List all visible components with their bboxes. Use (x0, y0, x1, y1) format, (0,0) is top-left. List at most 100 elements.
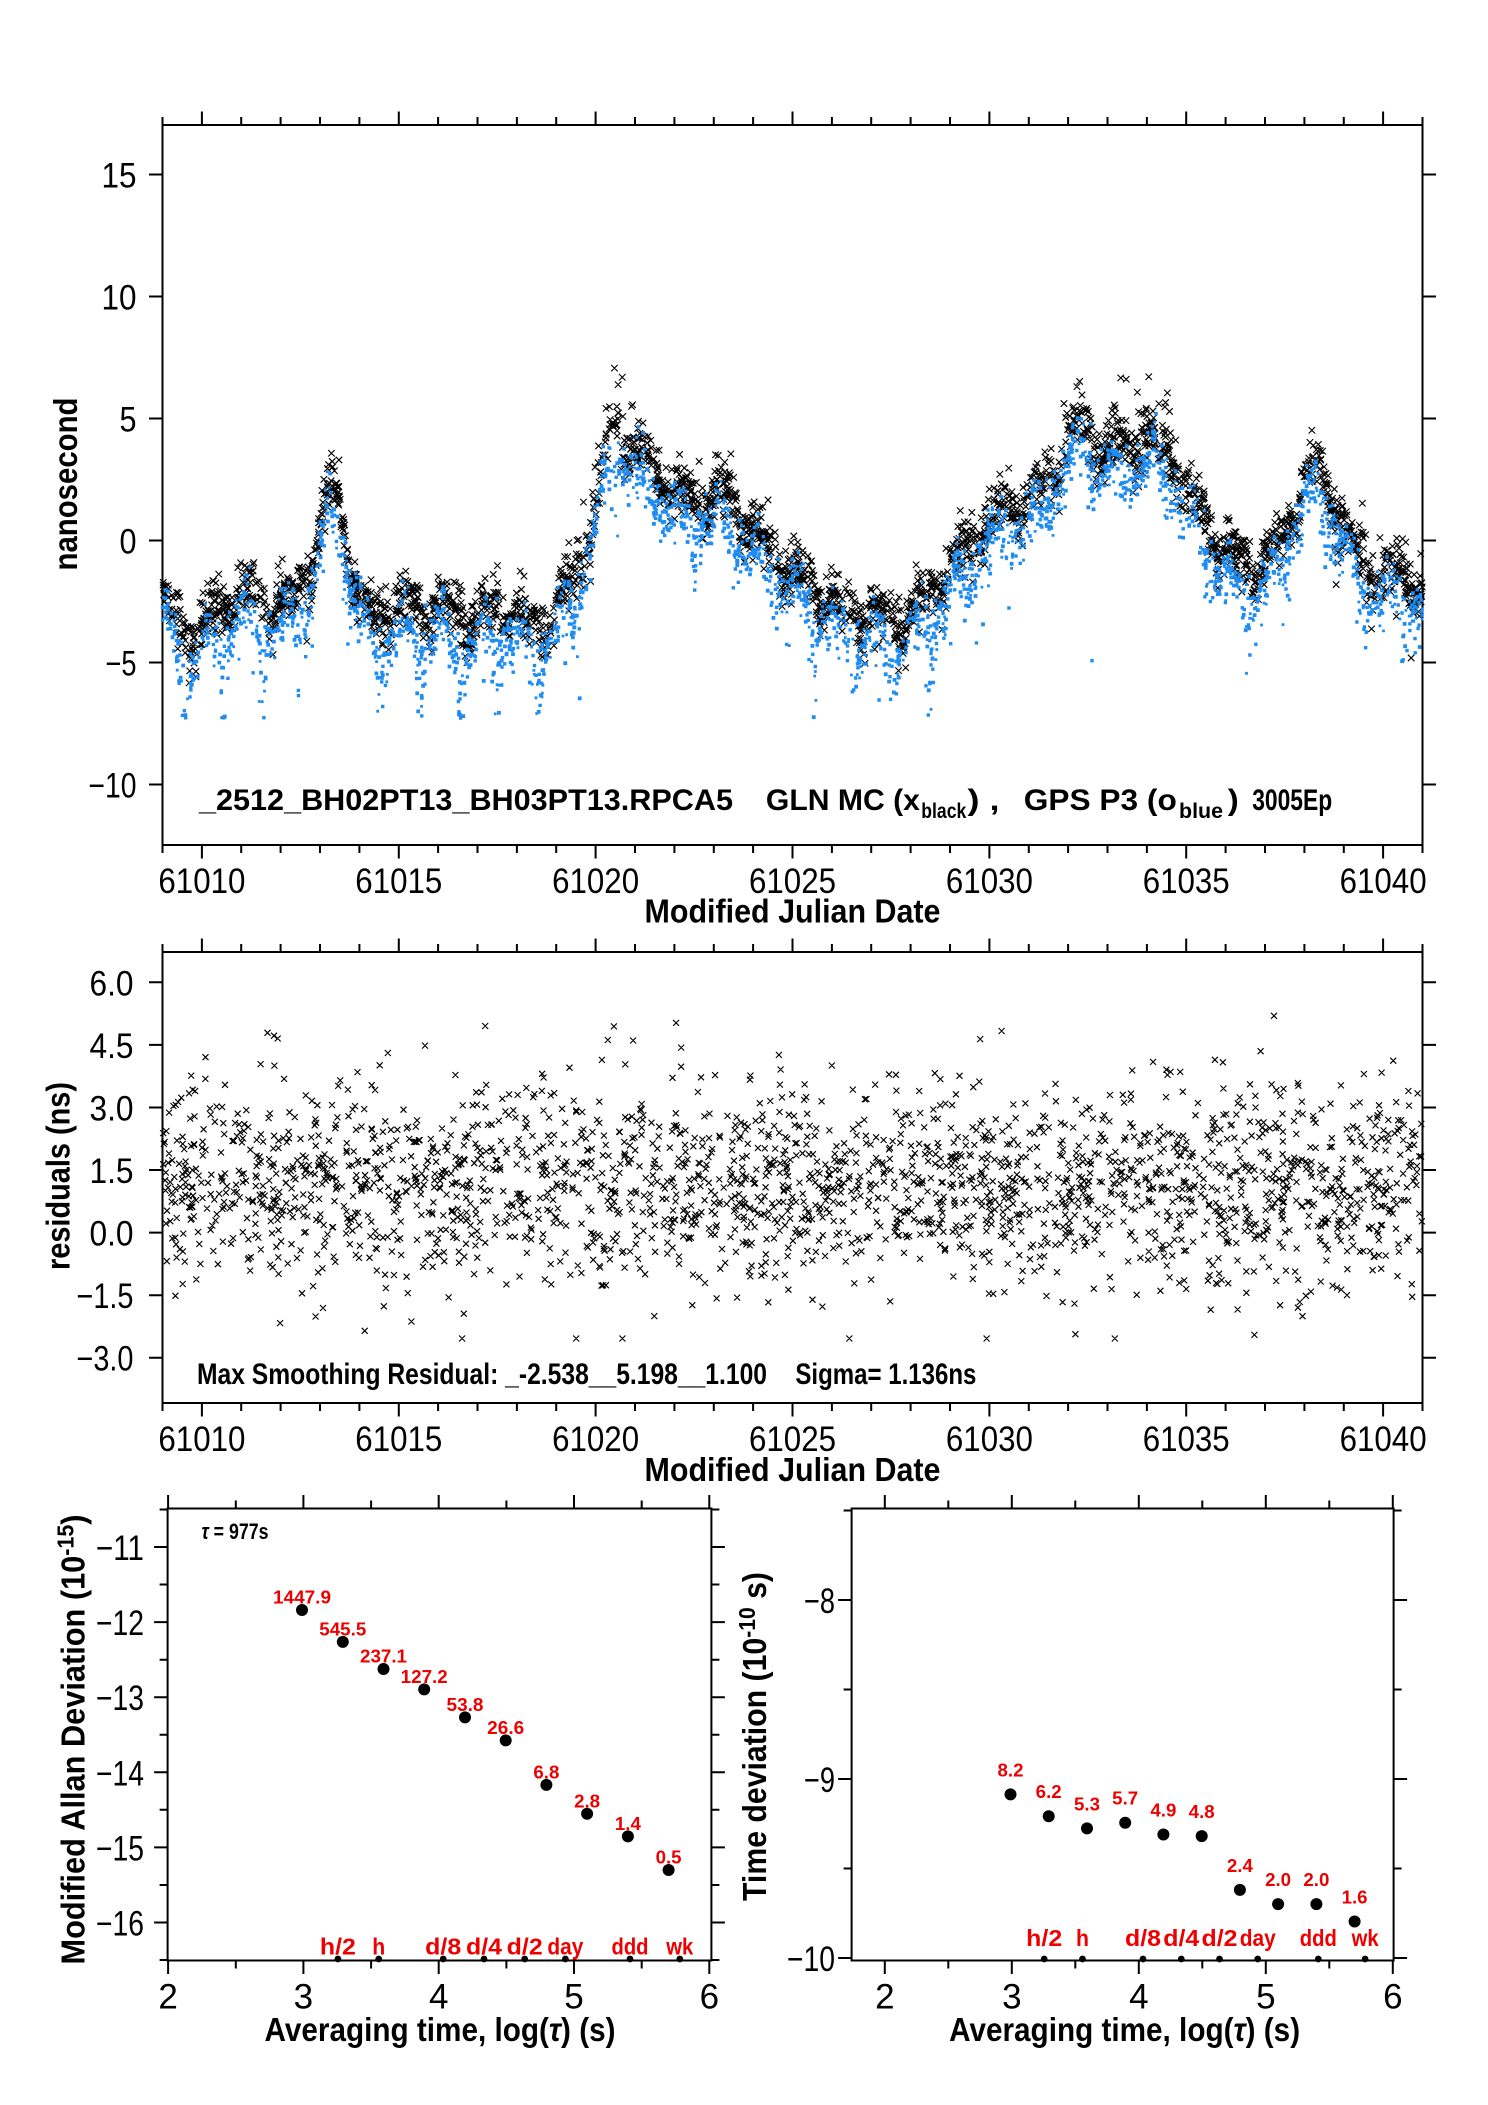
svg-text:61020: 61020 (552, 862, 639, 901)
svg-text:Averaging time, log(τ) (s): Averaging time, log(τ) (s) (949, 2011, 1300, 2048)
svg-text:d/2: d/2 (1202, 1925, 1238, 1951)
svg-text:5: 5 (1256, 1978, 1275, 2017)
svg-text:2.0: 2.0 (1303, 1870, 1329, 1890)
svg-text:h: h (372, 1934, 385, 1960)
svg-text:−3.0: −3.0 (77, 1340, 134, 1379)
svg-text:61010: 61010 (158, 1420, 245, 1459)
svg-text:−8: −8 (804, 1582, 835, 1621)
svg-text:ddd: ddd (1300, 1925, 1337, 1951)
svg-text:−10: −10 (787, 1940, 835, 1979)
svg-text:d/4: d/4 (466, 1934, 502, 1960)
svg-text:2: 2 (875, 1978, 894, 2017)
svg-text:blue: blue (1179, 800, 1223, 823)
svg-text:h/2: h/2 (1026, 1925, 1062, 1951)
svg-text:3: 3 (1002, 1978, 1021, 2017)
svg-text:h/2: h/2 (320, 1934, 356, 1960)
svg-text:545.5: 545.5 (319, 1619, 366, 1639)
svg-text:5: 5 (564, 1978, 583, 2017)
svg-text:61020: 61020 (552, 1420, 639, 1459)
svg-text:2.4: 2.4 (1227, 1856, 1253, 1876)
svg-text:nanosecond: nanosecond (47, 398, 84, 571)
svg-text:61025: 61025 (749, 1420, 836, 1459)
svg-text:Max Smoothing Residual: _-2.53: Max Smoothing Residual: _-2.538__5.198__… (197, 1358, 767, 1391)
svg-text:τ = 977s: τ = 977s (202, 1519, 269, 1544)
svg-text:day: day (1240, 1925, 1276, 1951)
svg-text:−9: −9 (804, 1761, 835, 1800)
svg-text:h: h (1076, 1925, 1089, 1951)
svg-text:−12: −12 (96, 1604, 144, 1643)
svg-text:1.5: 1.5 (90, 1152, 134, 1191)
svg-text:2.0: 2.0 (1265, 1870, 1291, 1890)
svg-text:6: 6 (700, 1978, 719, 2017)
svg-text:4.5: 4.5 (90, 1027, 134, 1066)
svg-text:) ,: ) , (968, 784, 1000, 817)
svg-text:day: day (547, 1934, 583, 1960)
svg-text:d/8: d/8 (1125, 1925, 1161, 1951)
svg-text:26.6: 26.6 (487, 1718, 524, 1738)
svg-text:d/4: d/4 (1163, 1925, 1199, 1951)
svg-text:0.5: 0.5 (656, 1848, 682, 1868)
svg-text:Sigma= 1.136ns: Sigma= 1.136ns (795, 1358, 976, 1391)
svg-text:53.8: 53.8 (447, 1695, 484, 1715)
svg-text:−1.5: −1.5 (77, 1277, 134, 1316)
svg-text:4: 4 (1129, 1978, 1148, 2017)
svg-text:residuals (ns): residuals (ns) (40, 1082, 77, 1270)
svg-text:_2512_BH02PT13_BH03PT13.RPCA5: _2512_BH02PT13_BH03PT13.RPCA5 (198, 784, 733, 817)
svg-text:Averaging time, log(τ) (s): Averaging time, log(τ) (s) (265, 2011, 616, 2048)
svg-text:61010: 61010 (158, 862, 245, 901)
svg-text:5.7: 5.7 (1112, 1789, 1138, 1809)
svg-text:10: 10 (102, 279, 137, 318)
svg-text:Modified Julian Date: Modified Julian Date (645, 1451, 941, 1488)
svg-text:61030: 61030 (946, 1420, 1033, 1459)
svg-text:Modified Julian Date: Modified Julian Date (645, 893, 941, 930)
svg-text:61035: 61035 (1143, 1420, 1230, 1459)
svg-text:−10: −10 (89, 767, 137, 806)
svg-text:−13: −13 (96, 1679, 144, 1718)
svg-text:): ) (1228, 784, 1239, 817)
svg-text:3005Ep: 3005Ep (1252, 784, 1332, 817)
svg-text:−16: −16 (96, 1905, 144, 1944)
svg-text:4.8: 4.8 (1189, 1802, 1215, 1822)
svg-text:8.2: 8.2 (998, 1760, 1024, 1780)
svg-text:2.8: 2.8 (574, 1791, 600, 1811)
svg-text:61015: 61015 (355, 862, 442, 901)
svg-text:wk: wk (1351, 1925, 1379, 1951)
svg-text:4: 4 (429, 1978, 448, 2017)
svg-text:−11: −11 (96, 1529, 144, 1568)
svg-text:3: 3 (294, 1978, 313, 2017)
svg-text:0: 0 (120, 523, 137, 562)
svg-text:GPS P3 (o: GPS P3 (o (1024, 784, 1177, 817)
svg-text:5.3: 5.3 (1074, 1794, 1100, 1814)
svg-text:1.4: 1.4 (615, 1814, 641, 1834)
svg-text:61015: 61015 (355, 1420, 442, 1459)
svg-text:d/8: d/8 (425, 1934, 461, 1960)
svg-text:6.8: 6.8 (533, 1762, 559, 1782)
svg-text:237.1: 237.1 (360, 1647, 407, 1667)
svg-text:ddd: ddd (612, 1934, 649, 1960)
svg-text:1.6: 1.6 (1342, 1888, 1368, 1908)
svg-text:black: black (921, 800, 966, 823)
svg-text:61025: 61025 (749, 862, 836, 901)
svg-text:6.2: 6.2 (1036, 1782, 1062, 1802)
svg-text:6.0: 6.0 (90, 964, 134, 1003)
svg-text:61040: 61040 (1340, 1420, 1427, 1459)
svg-text:2: 2 (158, 1978, 177, 2017)
svg-text:1447.9: 1447.9 (273, 1588, 331, 1608)
svg-text:15: 15 (102, 157, 137, 196)
svg-text:−14: −14 (96, 1754, 144, 1793)
svg-text:0.0: 0.0 (90, 1215, 134, 1254)
svg-text:wk: wk (665, 1934, 693, 1960)
svg-text:127.2: 127.2 (401, 1667, 448, 1687)
svg-text:−15: −15 (96, 1829, 144, 1868)
svg-text:−5: −5 (106, 645, 137, 684)
svg-text:61040: 61040 (1340, 862, 1427, 901)
svg-text:d/2: d/2 (507, 1934, 543, 1960)
svg-text:4.9: 4.9 (1150, 1801, 1176, 1821)
svg-text:Modified Allan Deviation (10-1: Modified Allan Deviation (10-15) (53, 1515, 92, 1965)
svg-text:61035: 61035 (1143, 862, 1230, 901)
svg-text:6: 6 (1383, 1978, 1402, 2017)
svg-text:5: 5 (120, 401, 137, 440)
svg-text:61030: 61030 (946, 862, 1033, 901)
svg-text:3.0: 3.0 (90, 1090, 134, 1129)
svg-text:GLN MC (x: GLN MC (x (766, 784, 920, 817)
